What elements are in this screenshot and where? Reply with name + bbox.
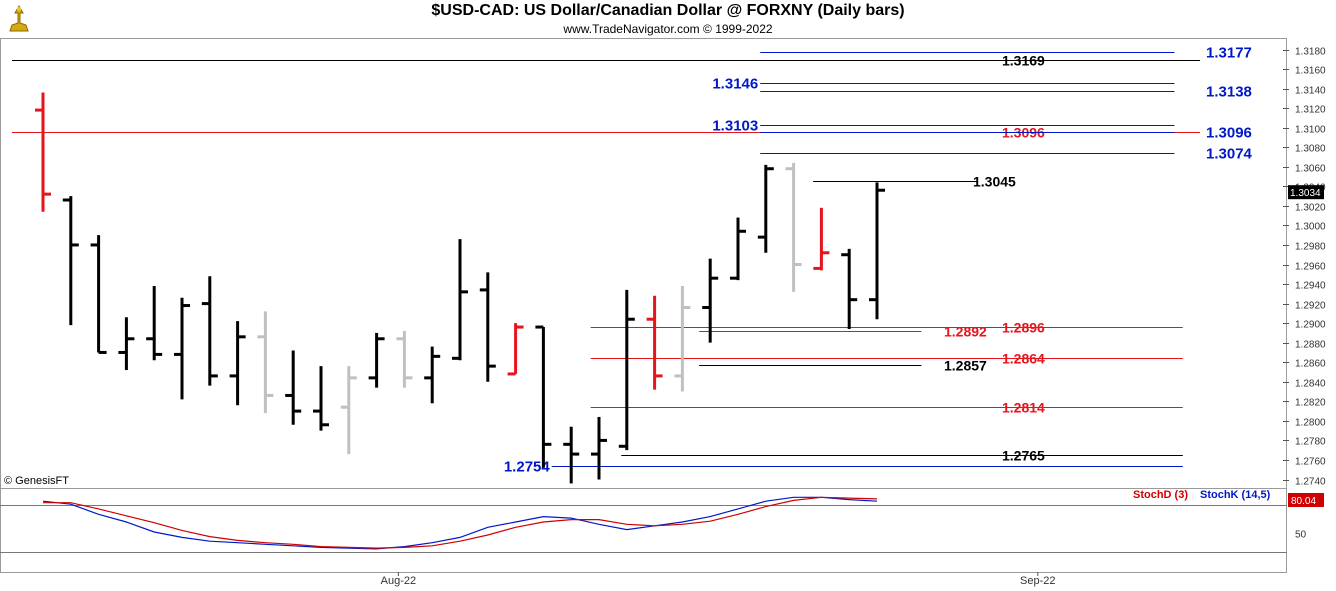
- ohlc-bar: [730, 217, 746, 281]
- ohlc-bar: [229, 321, 246, 406]
- y-tick-label: 1.2900: [1295, 320, 1326, 331]
- ohlc-bar: [591, 416, 607, 480]
- ohlc-bar: [757, 164, 774, 253]
- ohlc-bar: [479, 272, 496, 382]
- copyright-text: © GenesisFT: [4, 475, 69, 487]
- ohlc-bar: [201, 276, 218, 386]
- ohlc-bar: [507, 323, 524, 376]
- y-tick-label: 1.2820: [1295, 398, 1326, 409]
- level-label-1.2892: 1.2892: [944, 324, 987, 340]
- ohlc-bar: [841, 248, 858, 329]
- y-tick-label: 1.3180: [1295, 47, 1326, 58]
- ohlc-bar: [869, 182, 885, 320]
- stoch-last-box: [1288, 493, 1324, 507]
- y-tick-label: 1.2780: [1295, 437, 1326, 448]
- level-label-1.3096: 1.3096: [1206, 125, 1252, 142]
- ohlc-bar: [257, 311, 274, 414]
- last-price-label: 1.3034: [1290, 188, 1321, 199]
- ohlc-bar: [396, 330, 413, 388]
- stochd-line: [43, 496, 878, 549]
- y-tick-label: 1.3080: [1295, 144, 1326, 155]
- ohlc-bar: [368, 332, 385, 388]
- ohlc-bar: [813, 207, 830, 271]
- y-tick-label: 1.2880: [1295, 340, 1326, 351]
- ohlc-bar: [174, 297, 190, 400]
- ohlc-bar: [146, 286, 163, 361]
- y-tick-label: 1.3120: [1295, 105, 1326, 116]
- x-tick-label: Sep-22: [1020, 575, 1055, 587]
- level-label-1.2814: 1.2814: [1002, 400, 1045, 416]
- stoch-last-label: 80.04: [1291, 496, 1316, 507]
- level-label-1.2765: 1.2765: [1002, 448, 1045, 464]
- stochk-line: [42, 496, 878, 550]
- chart-header: $USD-CAD: US Dollar/Canadian Dollar @ FO…: [0, 0, 1336, 38]
- y-tick-label: 1.2800: [1295, 418, 1326, 429]
- ohlc-bar: [90, 235, 107, 354]
- y-tick-label: 1.2840: [1295, 379, 1326, 390]
- level-label-1.2754: 1.2754: [504, 459, 551, 476]
- level-label-1.3169: 1.3169: [1002, 53, 1045, 69]
- y-tick-label: 1.3060: [1295, 164, 1326, 175]
- ohlc-bar: [62, 196, 79, 326]
- level-label-1.3045: 1.3045: [973, 174, 1016, 190]
- price-panel: [0, 38, 1287, 489]
- ohlc-bar: [535, 325, 552, 468]
- y-tick-label: 1.3160: [1295, 66, 1326, 77]
- legend-stochk: StochK (14,5): [1200, 489, 1271, 501]
- chart-title: $USD-CAD: US Dollar/Canadian Dollar @ FO…: [431, 2, 905, 19]
- ohlc-bar: [285, 350, 302, 425]
- ohlc-bar: [340, 366, 357, 455]
- ohlc-bar: [563, 426, 580, 484]
- ohlc-bar: [118, 317, 135, 371]
- x-tick-label: Aug-22: [381, 575, 416, 587]
- level-label-1.3074: 1.3074: [1206, 146, 1253, 163]
- y-tick-label: 1.2960: [1295, 262, 1326, 273]
- ohlc-bar: [313, 366, 329, 431]
- golden-bull-icon: [9, 4, 29, 32]
- ohlc-bar: [785, 162, 802, 292]
- y-tick-label: 1.3140: [1295, 86, 1326, 97]
- level-label-1.3103: 1.3103: [712, 118, 758, 135]
- level-label-1.3146: 1.3146: [712, 76, 758, 93]
- stoch-panel: [0, 488, 1287, 573]
- y-tick-label: 1.3020: [1295, 203, 1326, 214]
- last-price-box: [1288, 185, 1324, 200]
- y-tick-label: 1.2740: [1295, 477, 1326, 488]
- y-tick-label: 1.2940: [1295, 281, 1326, 292]
- level-label-1.2896: 1.2896: [1002, 320, 1045, 336]
- ohlc-bar: [424, 346, 441, 404]
- level-label-1.2857: 1.2857: [944, 358, 987, 374]
- ohlc-bar: [35, 92, 51, 212]
- y-tick-label: 1.2980: [1295, 242, 1326, 253]
- y-tick-label: 1.2920: [1295, 301, 1326, 312]
- y-tick-label: 1.2760: [1295, 457, 1326, 468]
- legend-stochd: StochD (3): [1133, 489, 1188, 501]
- y-tick-label: 1.3000: [1295, 222, 1326, 233]
- y-tick-label: 1.2860: [1295, 359, 1326, 370]
- y-tick-label: 1.3100: [1295, 125, 1326, 136]
- ohlc-bar: [646, 295, 663, 390]
- ohlc-bar: [452, 239, 468, 361]
- ohlc-bar: [702, 258, 719, 343]
- ohlc-bar: [674, 286, 691, 392]
- ohlc-bar: [618, 289, 635, 451]
- chart-subtitle: www.TradeNavigator.com © 1999-2022: [563, 22, 773, 36]
- level-label-1.2864: 1.2864: [1002, 351, 1045, 367]
- stoch-tick-label: 50: [1295, 530, 1307, 541]
- level-label-1.3177: 1.3177: [1206, 45, 1252, 62]
- level-label-1.3138: 1.3138: [1206, 84, 1252, 101]
